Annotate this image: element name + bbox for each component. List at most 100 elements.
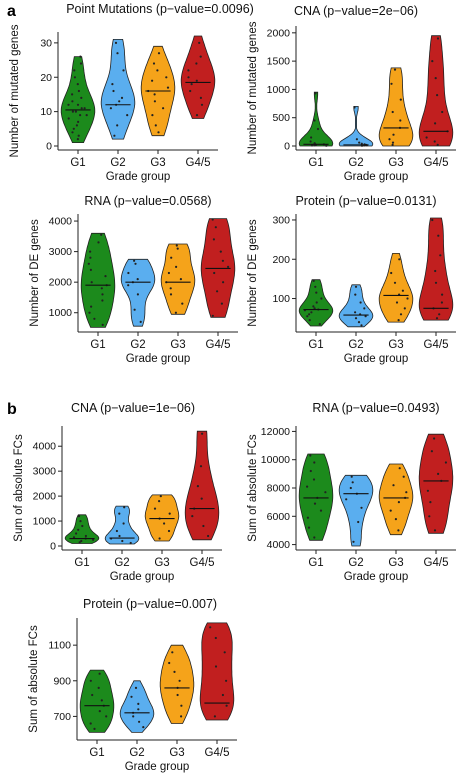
data-point <box>431 218 434 222</box>
data-point <box>360 506 363 509</box>
data-point <box>207 534 210 538</box>
data-point <box>158 500 161 503</box>
data-point <box>353 106 356 109</box>
data-point <box>436 143 439 146</box>
data-point <box>72 536 76 539</box>
data-point <box>436 94 439 97</box>
data-point <box>391 110 394 114</box>
data-point <box>98 672 101 675</box>
data-point <box>357 520 360 524</box>
data-point <box>79 114 82 117</box>
y-tick-label: 20 <box>40 72 52 84</box>
data-point <box>93 727 96 731</box>
data-point <box>216 290 219 293</box>
data-point <box>187 76 190 79</box>
data-point <box>439 254 442 257</box>
y-axis-label: Number of mutated genes <box>9 24 21 157</box>
data-point <box>89 679 92 682</box>
data-point <box>90 281 93 284</box>
data-point <box>138 720 141 723</box>
data-point <box>436 37 440 40</box>
data-point <box>85 114 88 117</box>
data-point <box>195 62 198 65</box>
data-point <box>75 124 78 127</box>
data-point <box>324 491 327 494</box>
x-tick-label: G2 <box>348 157 363 169</box>
data-point <box>345 498 348 501</box>
data-point <box>88 311 91 314</box>
data-point <box>133 259 136 262</box>
data-point <box>136 278 139 281</box>
data-point <box>390 271 393 275</box>
data-point <box>101 293 104 296</box>
data-point <box>81 524 84 528</box>
x-tick-label: G4/5 <box>186 157 211 169</box>
data-point <box>170 256 173 259</box>
data-point <box>434 122 437 125</box>
data-point <box>220 302 223 305</box>
data-point <box>306 315 309 318</box>
data-point <box>67 103 70 106</box>
data-point <box>83 107 86 110</box>
violin-g1 <box>79 669 115 733</box>
data-point <box>77 515 81 518</box>
data-point <box>308 313 311 316</box>
x-tick-label: G4/5 <box>190 557 215 569</box>
chart-b-protein: Protein (p−value=0.007) 700 900 1100 Sum of … <box>28 597 237 773</box>
data-point <box>213 271 216 275</box>
data-point <box>363 307 366 310</box>
data-point <box>219 250 222 253</box>
data-point <box>101 323 104 326</box>
chart-b-cna: CNA (p−value=1e−06) 0 1000 2000 3000 4000 Sum … <box>13 401 222 583</box>
data-point <box>169 287 172 290</box>
data-point <box>157 52 161 55</box>
violin-g4-5 <box>180 35 216 119</box>
data-point <box>142 726 145 729</box>
x-tick-label: G4/5 <box>424 339 449 351</box>
chart-title: Protein (p−value=0.0131) <box>295 194 436 208</box>
y-axis-label: Number of DE genes <box>29 219 41 327</box>
data-point <box>93 317 96 320</box>
x-tick-label: G4/5 <box>424 557 449 569</box>
data-point <box>200 103 204 106</box>
data-point <box>74 110 77 113</box>
data-point <box>199 465 203 468</box>
data-point <box>309 469 312 473</box>
y-tick-label: 6000 <box>267 511 291 523</box>
data-point <box>431 60 434 63</box>
data-point <box>122 69 125 72</box>
data-point <box>76 83 79 86</box>
x-tick-label: G4/5 <box>206 339 231 351</box>
violin-g1 <box>298 91 334 147</box>
y-tick-label: 1000 <box>49 307 73 319</box>
data-point <box>114 41 118 45</box>
data-point <box>77 120 80 123</box>
data-point <box>174 311 177 314</box>
y-axis-label: Sum of absolute FCs <box>247 434 259 542</box>
y-tick-label: 700 <box>53 711 71 723</box>
x-axis-label: Grade group <box>106 171 171 183</box>
data-point <box>213 715 216 718</box>
data-point <box>173 670 176 674</box>
data-point <box>388 138 391 141</box>
data-point <box>178 679 181 682</box>
data-point <box>87 262 90 265</box>
data-point <box>225 704 228 707</box>
data-point <box>116 124 119 127</box>
x-axis-label: Grade group <box>344 171 409 183</box>
y-tick-label: 1000 <box>267 84 291 96</box>
data-point <box>349 486 352 490</box>
x-tick-label: G1 <box>90 339 105 351</box>
data-point <box>71 131 74 134</box>
data-point <box>175 265 178 268</box>
data-point <box>201 432 204 435</box>
data-point <box>127 271 130 275</box>
y-axis-label: Sum of absolute FCs <box>28 625 40 733</box>
data-point <box>137 702 140 706</box>
data-point <box>352 540 355 543</box>
data-point <box>67 117 70 120</box>
data-point <box>80 539 83 543</box>
data-point <box>312 279 315 282</box>
data-point <box>163 522 166 525</box>
data-point <box>426 489 429 492</box>
